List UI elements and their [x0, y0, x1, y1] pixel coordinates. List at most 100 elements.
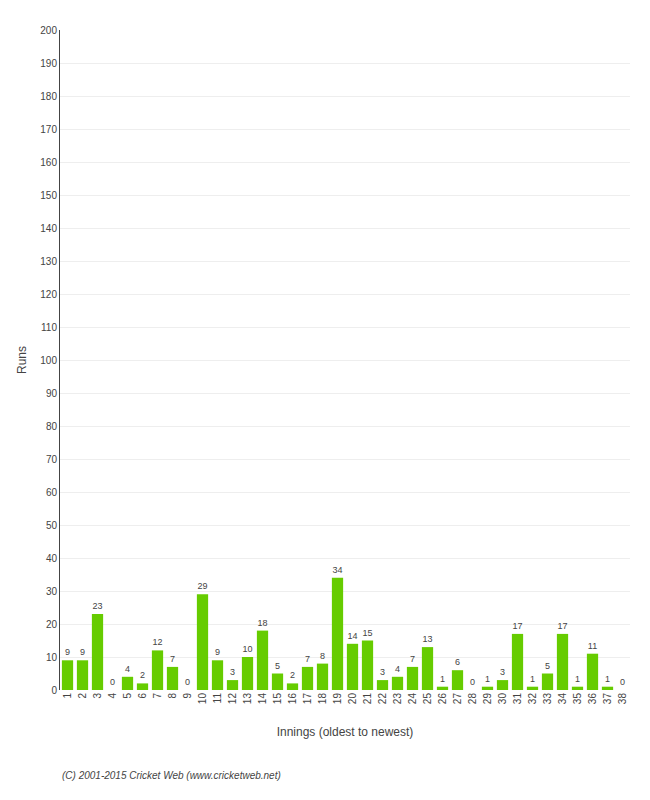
svg-text:4: 4: [107, 693, 118, 699]
svg-text:4: 4: [125, 664, 130, 674]
svg-text:13: 13: [242, 693, 253, 705]
svg-text:0: 0: [51, 685, 57, 696]
svg-text:28: 28: [467, 693, 478, 705]
svg-text:5: 5: [545, 661, 550, 671]
svg-text:160: 160: [40, 157, 57, 168]
svg-text:190: 190: [40, 58, 57, 69]
svg-text:3: 3: [380, 667, 385, 677]
svg-text:17: 17: [512, 621, 522, 631]
svg-text:29: 29: [482, 693, 493, 705]
svg-text:170: 170: [40, 124, 57, 135]
svg-text:15: 15: [272, 693, 283, 705]
svg-text:40: 40: [46, 553, 58, 564]
svg-text:22: 22: [377, 693, 388, 705]
svg-text:1: 1: [485, 674, 490, 684]
svg-text:6: 6: [137, 693, 148, 699]
svg-text:200: 200: [40, 25, 57, 36]
svg-text:0: 0: [185, 677, 190, 687]
svg-text:18: 18: [317, 693, 328, 705]
svg-text:60: 60: [46, 487, 58, 498]
svg-text:10: 10: [197, 693, 208, 705]
svg-text:1: 1: [575, 674, 580, 684]
svg-text:23: 23: [92, 601, 102, 611]
svg-text:11: 11: [212, 693, 223, 704]
svg-text:(C) 2001-2015 Cricket Web (www: (C) 2001-2015 Cricket Web (www.cricketwe…: [62, 770, 281, 781]
svg-text:90: 90: [46, 388, 58, 399]
svg-text:7: 7: [152, 693, 163, 699]
svg-text:15: 15: [362, 628, 372, 638]
svg-text:120: 120: [40, 289, 57, 300]
svg-text:11: 11: [588, 641, 597, 651]
svg-text:2: 2: [77, 693, 88, 699]
svg-text:14: 14: [257, 693, 268, 705]
svg-text:12: 12: [152, 637, 162, 647]
svg-text:3: 3: [230, 667, 235, 677]
svg-text:9: 9: [215, 647, 220, 657]
svg-text:9: 9: [80, 647, 85, 657]
svg-text:50: 50: [46, 520, 58, 531]
svg-text:21: 21: [362, 693, 373, 705]
svg-text:Runs: Runs: [15, 346, 29, 374]
svg-text:8: 8: [167, 693, 178, 699]
svg-text:20: 20: [347, 693, 358, 705]
svg-text:100: 100: [40, 355, 57, 366]
svg-text:33: 33: [542, 693, 553, 705]
svg-text:34: 34: [332, 565, 342, 575]
svg-text:1: 1: [62, 693, 73, 699]
svg-text:10: 10: [46, 652, 58, 663]
svg-text:24: 24: [407, 693, 418, 705]
svg-text:10: 10: [242, 644, 252, 654]
svg-text:3: 3: [500, 667, 505, 677]
svg-text:26: 26: [437, 693, 448, 705]
svg-text:2: 2: [290, 670, 295, 680]
svg-text:Innings (oldest to newest): Innings (oldest to newest): [277, 725, 414, 739]
svg-text:27: 27: [452, 693, 463, 705]
svg-text:70: 70: [46, 454, 58, 465]
svg-text:180: 180: [40, 91, 57, 102]
svg-text:6: 6: [455, 657, 460, 667]
svg-text:34: 34: [557, 693, 568, 705]
svg-text:12: 12: [227, 693, 238, 705]
svg-text:130: 130: [40, 256, 57, 267]
svg-text:1: 1: [605, 674, 610, 684]
svg-text:5: 5: [275, 661, 280, 671]
svg-text:7: 7: [410, 654, 415, 664]
svg-text:25: 25: [422, 693, 433, 705]
svg-text:110: 110: [41, 322, 57, 333]
svg-text:1: 1: [440, 674, 445, 684]
svg-text:150: 150: [40, 190, 57, 201]
svg-text:36: 36: [587, 693, 598, 705]
svg-text:17: 17: [557, 621, 567, 631]
svg-text:14: 14: [347, 631, 357, 641]
svg-text:31: 31: [512, 693, 523, 705]
svg-text:8: 8: [320, 651, 325, 661]
svg-text:9: 9: [182, 693, 193, 699]
svg-text:1: 1: [530, 674, 535, 684]
svg-text:2: 2: [140, 670, 145, 680]
svg-text:9: 9: [65, 647, 70, 657]
svg-text:17: 17: [302, 693, 313, 705]
svg-text:18: 18: [257, 618, 267, 628]
svg-text:16: 16: [287, 693, 298, 705]
svg-text:140: 140: [40, 223, 57, 234]
svg-text:19: 19: [332, 693, 343, 705]
svg-text:7: 7: [170, 654, 175, 664]
svg-text:30: 30: [46, 586, 58, 597]
svg-text:35: 35: [572, 693, 583, 705]
svg-text:4: 4: [395, 664, 400, 674]
svg-text:5: 5: [122, 693, 133, 699]
svg-text:80: 80: [46, 421, 58, 432]
svg-text:3: 3: [92, 693, 103, 699]
svg-text:7: 7: [305, 654, 310, 664]
svg-text:0: 0: [470, 677, 475, 687]
svg-text:30: 30: [497, 693, 508, 705]
svg-text:37: 37: [602, 693, 613, 705]
svg-text:23: 23: [392, 693, 403, 705]
svg-text:29: 29: [197, 581, 207, 591]
svg-text:13: 13: [422, 634, 432, 644]
svg-text:0: 0: [110, 677, 115, 687]
svg-text:38: 38: [617, 693, 628, 705]
svg-text:32: 32: [527, 693, 538, 705]
svg-text:20: 20: [46, 619, 58, 630]
svg-text:0: 0: [620, 677, 625, 687]
